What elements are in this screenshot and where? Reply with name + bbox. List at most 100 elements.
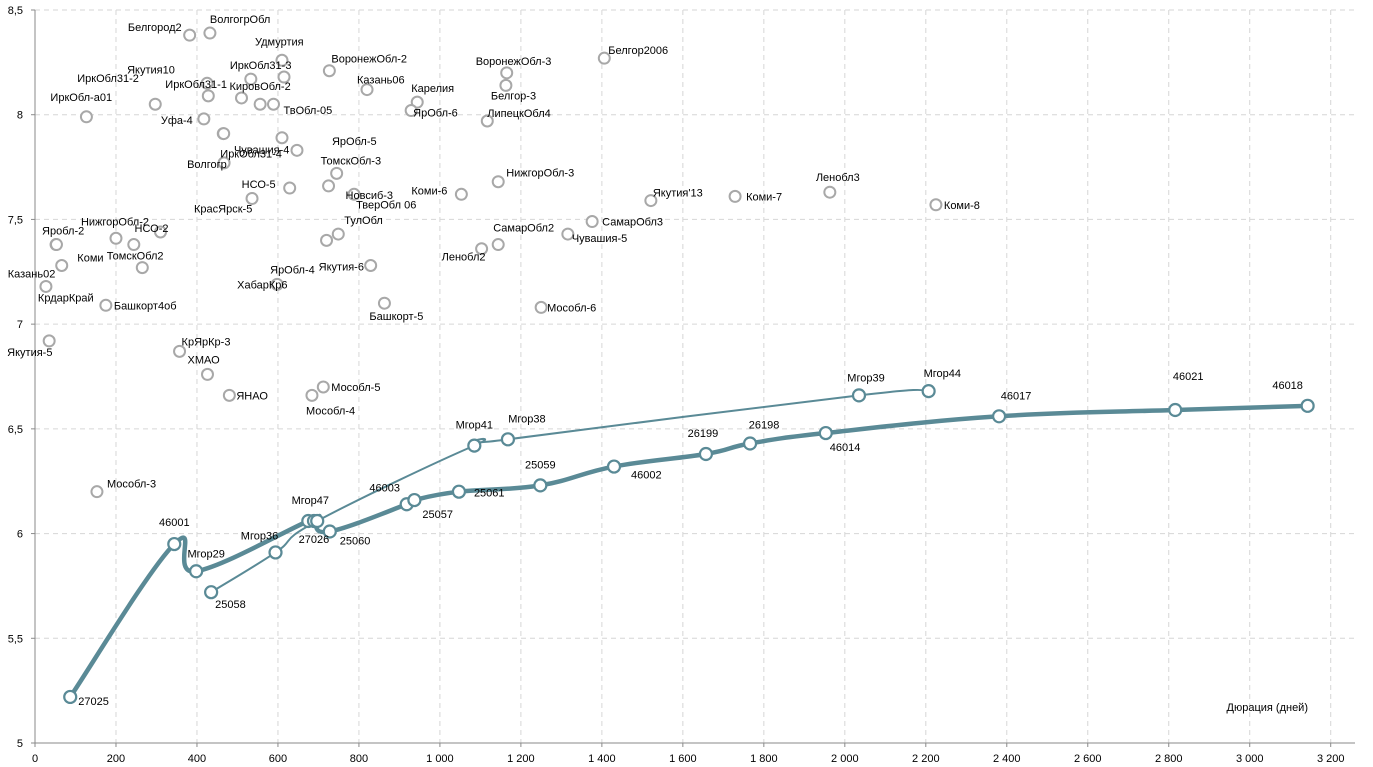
point-label: Мгор41 xyxy=(456,420,493,432)
point-label: Якутия'13 xyxy=(653,188,703,200)
curve-point-marker xyxy=(310,513,325,529)
point-label: ТомскОбл2 xyxy=(107,251,164,263)
region-point-marker xyxy=(364,259,378,273)
point-label: КрдарКрай xyxy=(38,292,94,304)
x-tick-label: 400 xyxy=(188,753,206,765)
point-label: ЯНАО xyxy=(236,390,268,402)
point-label: Казань02 xyxy=(8,269,56,281)
point-label: ЯрОбл-5 xyxy=(332,136,377,148)
region-point-marker xyxy=(597,51,611,65)
region-point-marker xyxy=(561,227,575,241)
data-points xyxy=(39,26,1315,705)
point-label: ЯрОбл-4 xyxy=(270,264,315,276)
point-label: ТвОбл-05 xyxy=(283,105,332,117)
point-label: Ленобл3 xyxy=(816,172,860,184)
region-point-marker xyxy=(222,388,236,402)
region-point-marker xyxy=(277,70,291,84)
region-point-marker xyxy=(197,112,211,126)
point-label: 27025 xyxy=(78,696,109,708)
curve-point-marker xyxy=(268,545,283,560)
x-tick-label: 600 xyxy=(269,753,287,765)
x-tick-label: 800 xyxy=(350,753,368,765)
point-label: 27026 xyxy=(299,534,330,546)
region-point-marker xyxy=(585,215,599,229)
region-point-marker xyxy=(728,189,742,203)
curve-point-marker xyxy=(467,438,482,453)
point-label: ИркОбл31-4 xyxy=(220,149,282,161)
point-label: Волгогр xyxy=(187,159,227,171)
curve-point-marker xyxy=(698,446,714,462)
point-label: ВоронежОбл-3 xyxy=(476,56,552,68)
region-point-marker xyxy=(90,485,104,499)
curve-point-marker xyxy=(1168,402,1183,418)
point-label: 46021 xyxy=(1173,371,1204,383)
y-tick-label: 6 xyxy=(17,529,23,541)
region-point-marker xyxy=(200,76,214,90)
point-label: 46002 xyxy=(631,470,662,482)
point-label: 46018 xyxy=(1272,380,1303,392)
point-label: 46017 xyxy=(1001,390,1032,402)
region-point-marker xyxy=(454,187,468,201)
curve-point-marker xyxy=(533,478,548,493)
y-tick-label: 5 xyxy=(17,738,23,750)
point-label: НСО-2 xyxy=(135,223,169,235)
point-label: Мособл-3 xyxy=(107,479,156,491)
region-point-marker xyxy=(173,344,187,358)
x-tick-label: 2 000 xyxy=(831,753,859,765)
point-label: ИркОбл-а01 xyxy=(50,92,112,104)
point-label: Коми-6 xyxy=(411,185,447,197)
point-label: Белгор2006 xyxy=(608,45,668,57)
x-tick-label: 2 600 xyxy=(1074,753,1102,765)
point-label: Казань06 xyxy=(357,75,405,87)
region-point-marker xyxy=(49,238,63,252)
curve-point-marker xyxy=(742,436,758,451)
point-label: Новсиб-3 xyxy=(346,190,394,202)
point-label: ТверОбл 06 xyxy=(356,199,416,211)
region-point-marker xyxy=(39,279,53,293)
region-point-marker xyxy=(347,187,361,201)
region-point-marker xyxy=(217,127,231,141)
y-tick-label: 7 xyxy=(17,319,23,331)
point-label: ХМАО xyxy=(187,354,220,366)
point-label: НижгорОбл-2 xyxy=(81,216,149,228)
point-label: ЯрОбл-6 xyxy=(413,108,458,120)
region-point-marker xyxy=(491,175,505,189)
point-label: Мгор36 xyxy=(241,530,278,542)
point-label: Мгор44 xyxy=(924,368,961,380)
region-point-marker xyxy=(109,231,123,245)
point-label: Карелия xyxy=(411,83,454,95)
point-label: Белгород2 xyxy=(128,22,182,34)
region-point-marker xyxy=(154,225,168,239)
region-point-marker xyxy=(244,72,258,86)
curve-point-marker xyxy=(189,564,204,579)
point-label: Мгор47 xyxy=(292,495,329,507)
point-label: 25058 xyxy=(215,599,246,611)
region-point-marker xyxy=(500,66,514,80)
point-label: Мгор38 xyxy=(508,413,545,425)
y-tick-label: 6,5 xyxy=(8,424,23,436)
point-label: 46001 xyxy=(159,517,190,529)
point-label: Якутия10 xyxy=(127,64,175,76)
x-tick-label: 3 200 xyxy=(1317,753,1345,765)
region-point-marker xyxy=(203,26,217,40)
point-label: 46003 xyxy=(369,482,400,494)
region-point-marker xyxy=(823,185,837,199)
x-axis-label: Дюрация (дней) xyxy=(1227,702,1308,714)
x-tick-label: 1 600 xyxy=(669,753,697,765)
region-point-marker xyxy=(290,143,304,157)
region-point-marker xyxy=(404,104,418,118)
curve-point-marker xyxy=(921,384,936,399)
point-label: Якутия-5 xyxy=(7,347,52,359)
region-point-marker xyxy=(235,91,249,105)
curve-point-marker xyxy=(500,432,516,447)
tick-labels: 0 200 400 600 800 1 000 1 200 1 400 1 600 1 800 2 … xyxy=(8,5,1345,765)
x-tick-label: 0 xyxy=(32,753,38,765)
point-label: Башкорт-5 xyxy=(369,311,423,323)
point-label: ИркОбл31-2 xyxy=(77,73,139,85)
point-label: КировОбл-2 xyxy=(230,81,291,93)
x-tick-label: 1 400 xyxy=(588,753,616,765)
x-tick-label: 1 200 xyxy=(507,753,535,765)
point-label: 25059 xyxy=(525,459,556,471)
region-point-marker xyxy=(410,95,424,109)
curve-point-marker xyxy=(606,459,622,474)
